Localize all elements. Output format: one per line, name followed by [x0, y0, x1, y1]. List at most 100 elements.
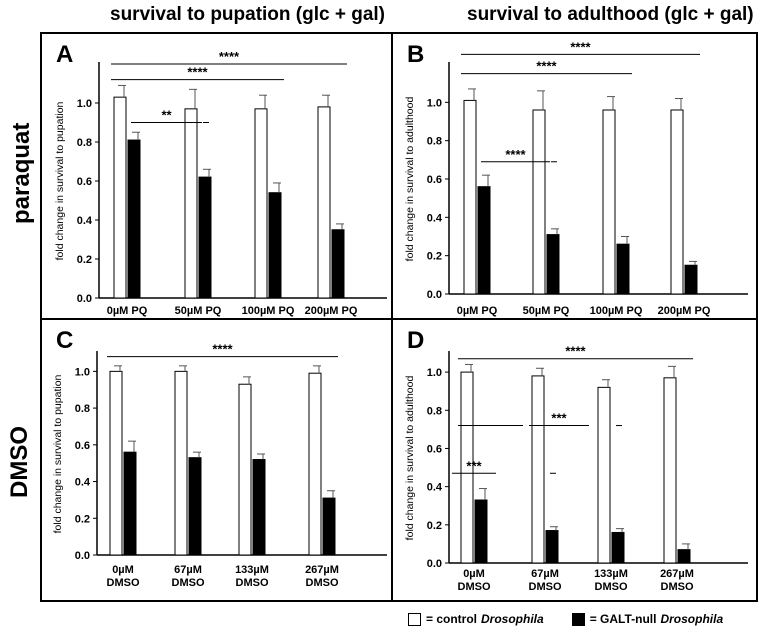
panel-d-x-tick-label: 267µM [660, 568, 694, 580]
legend-item-control: = control Drosophila [408, 612, 544, 626]
panel-d-bar-galt-null [677, 549, 691, 564]
panel-b-bar-galt-null [616, 243, 630, 295]
panel-c-y-tick-label: 0.8 [75, 403, 90, 415]
panel-c-x-tick-label: DMSO [107, 577, 140, 589]
panel-b-y-tick-label: 0.0 [427, 289, 442, 301]
panel-b-bar-control [602, 109, 616, 295]
panel-a-y-tick-label: 0.8 [77, 137, 92, 149]
panel-b-significance-label: **** [536, 59, 557, 74]
panel-a-significance-label: **** [219, 49, 240, 64]
panel-a-y-label: fold change in survival to pupation [54, 101, 66, 260]
legend-null-prefix: = GALT-null [589, 612, 657, 626]
panel-b-significance-label: **** [570, 39, 591, 54]
legend-swatch-control [408, 612, 421, 626]
panel-c-x-tick-label: 133µM [235, 564, 269, 576]
panel-c-significance-label: **** [212, 342, 233, 357]
column-title-pupation: survival to pupation (glc + gal) [110, 4, 386, 25]
panel-c-bar-control [308, 372, 322, 556]
panel-c-x-tick-label: 67µM [174, 564, 202, 576]
panel-d-y-label: fold change in survival to adulthood [404, 376, 416, 541]
panel-a-bar-galt-null [268, 192, 282, 299]
panel-a-x-tick-label: 50µM PQ [175, 305, 222, 317]
panel-a-y-tick-label: 0.6 [77, 176, 92, 188]
panel-d-y-tick-label: 0.4 [427, 482, 443, 494]
panel-b-y-tick-label: 0.6 [427, 174, 442, 186]
panel-b-bar-control [670, 109, 684, 295]
legend-null-name: Drosophila [660, 612, 724, 626]
panel-d-bar-galt-null [611, 531, 625, 564]
panel-d-y-tick-label: 0.8 [427, 405, 442, 417]
panel-a-bar-control [317, 106, 331, 299]
panel-a-bar-galt-null [198, 176, 212, 299]
panel-b-y-label: fold change in survival to adulthood [404, 97, 416, 262]
row-label-dmso: DMSO [6, 426, 33, 498]
panel-c-bar-control [238, 383, 252, 556]
panel-a-bar-control [254, 108, 268, 299]
panel-c-letter: C [56, 327, 73, 354]
panel-b-letter: B [407, 41, 424, 68]
panel-a-bar-galt-null [331, 229, 345, 299]
panel-a-y-tick-label: 1.0 [77, 98, 92, 110]
legend-swatch-galt-null [571, 612, 585, 626]
panel-c-y-tick-label: 0.6 [75, 440, 90, 452]
panel-c-y-tick-label: 0.0 [75, 550, 90, 562]
panel-a-x-tick-label: 0µM PQ [107, 305, 148, 317]
panel-c-x-tick-label: 267µM [305, 564, 339, 576]
panel-a-bar-control [184, 108, 198, 299]
panel-b-bar-control [532, 109, 546, 295]
horizontal-divider [40, 318, 758, 320]
panel-d-bar-galt-null [545, 530, 559, 564]
panel-d-x-tick-label: 133µM [594, 568, 628, 580]
panel-d-bar-control [597, 386, 611, 564]
panel-d-significance-label: *** [551, 411, 567, 426]
legend-item-galt-null: = GALT-null Drosophila [571, 612, 724, 626]
panel-a-y-tick-label: 0.4 [77, 215, 93, 227]
panel-c-bar-control [174, 370, 188, 556]
panel-b-bar-galt-null [477, 186, 491, 295]
panel-c-y-tick-label: 0.4 [75, 477, 91, 489]
panel-b-bar-galt-null [684, 264, 698, 295]
panel-d-x-tick-label: 67µM [531, 568, 559, 580]
panel-a-bar-control [113, 96, 127, 299]
panel-a-x-tick-label: 200µM PQ [305, 305, 358, 317]
panel-b-y-tick-label: 0.4 [427, 212, 443, 224]
legend: = control Drosophila = GALT-null Drosoph… [408, 608, 751, 630]
vertical-divider [391, 32, 393, 602]
panel-d-bar-galt-null [474, 499, 488, 564]
panel-d-letter: D [407, 327, 424, 354]
panel-a-x-tick-label: 100µM PQ [242, 305, 295, 317]
panel-b-x-tick-label: 50µM PQ [523, 305, 570, 317]
panel-c-y-tick-label: 0.2 [75, 513, 90, 525]
panel-c-x-tick-label: 0µM [112, 564, 134, 576]
panel-b-x-tick-label: 100µM PQ [590, 305, 643, 317]
panel-d-x-tick-label: DMSO [458, 581, 491, 593]
legend-control-prefix: = control [426, 612, 478, 626]
panel-a-y-tick-label: 0.0 [77, 293, 92, 305]
panel-c-y-label: fold change in survival to pupation [52, 374, 64, 533]
panel-c-x-tick-label: DMSO [306, 577, 339, 589]
panel-d-y-tick-label: 0.6 [427, 443, 442, 455]
panel-a-y-tick-label: 0.2 [77, 254, 92, 266]
panel-a-bar-galt-null [127, 139, 141, 299]
panel-c-bar-galt-null [322, 497, 336, 556]
panel-d-significance-label: **** [565, 344, 586, 359]
panel-d-bar-control [531, 375, 545, 564]
panel-c-bar-galt-null [123, 451, 137, 556]
panel-a-significance-label: **** [187, 65, 208, 80]
panel-c-bar-control [109, 370, 123, 556]
panel-b-significance-label: **** [505, 147, 526, 162]
panel-b-bar-galt-null [546, 234, 560, 295]
panel-b-y-tick-label: 0.8 [427, 136, 442, 148]
panel-b-x-tick-label: 200µM PQ [658, 305, 711, 317]
column-title-adulthood: survival to adulthood (glc + gal) [467, 4, 754, 25]
legend-control-name: Drosophila [481, 612, 544, 626]
panel-b-y-tick-label: 0.2 [427, 251, 442, 263]
panel-c-bar-galt-null [188, 457, 202, 556]
panel-c-y-tick-label: 1.0 [75, 366, 90, 378]
figure-frame [40, 32, 758, 602]
panel-d-x-tick-label: DMSO [529, 581, 562, 593]
